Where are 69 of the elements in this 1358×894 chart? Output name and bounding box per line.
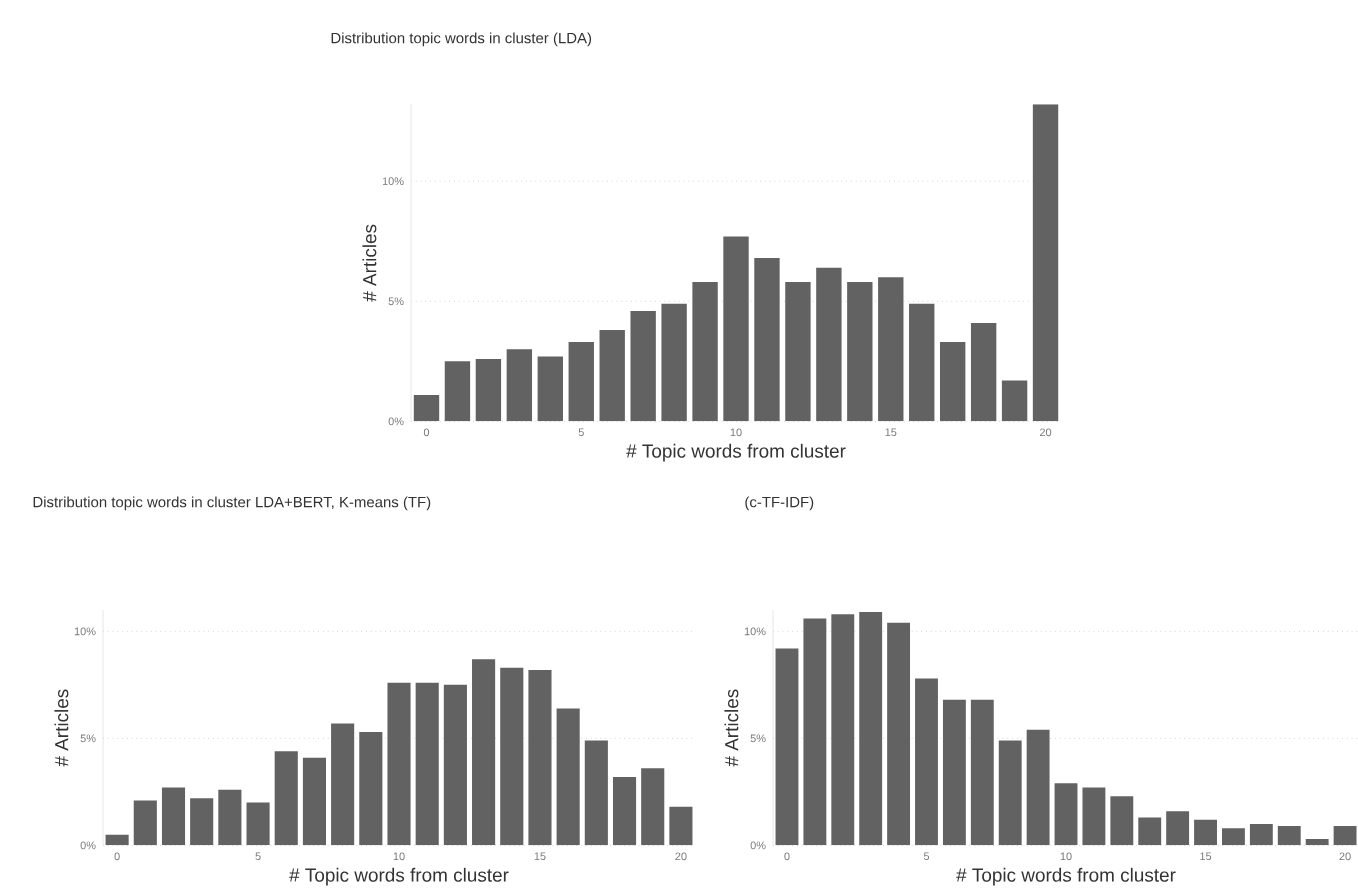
bar xyxy=(246,802,270,846)
bar xyxy=(190,798,214,846)
bar xyxy=(568,342,594,422)
bar xyxy=(528,669,552,846)
bar xyxy=(641,768,665,846)
bar xyxy=(413,394,440,422)
bar xyxy=(443,684,467,846)
bar xyxy=(1249,823,1273,846)
bar xyxy=(909,303,935,422)
x-axis-title: # Topic words from cluster xyxy=(956,867,1176,886)
bar xyxy=(1194,819,1217,846)
bar xyxy=(1333,826,1357,846)
bar xyxy=(274,751,298,846)
bar xyxy=(218,789,242,846)
bar xyxy=(359,731,383,846)
y-axis-title: # Articles xyxy=(54,689,69,767)
bar xyxy=(669,806,693,846)
x-axis-title: # Topic words from cluster xyxy=(289,867,509,886)
bar xyxy=(387,682,411,846)
bar xyxy=(803,618,827,846)
bar xyxy=(1110,796,1134,846)
bar xyxy=(630,310,656,422)
bar xyxy=(847,282,873,422)
bar xyxy=(915,678,938,846)
bar xyxy=(1032,104,1059,422)
bar xyxy=(1026,729,1050,846)
bar xyxy=(584,740,608,846)
bar xyxy=(444,361,471,422)
bar xyxy=(1054,783,1078,846)
bar xyxy=(1001,380,1028,422)
bar xyxy=(785,282,811,422)
bar xyxy=(859,612,883,846)
bar xyxy=(161,787,186,846)
bar xyxy=(1277,826,1301,846)
bar xyxy=(506,349,533,422)
bar xyxy=(831,614,855,846)
bar xyxy=(754,258,780,422)
bar xyxy=(1138,817,1162,846)
bar xyxy=(692,282,718,422)
y-axis-title: # Articles xyxy=(362,224,377,302)
bar xyxy=(970,699,994,846)
bar xyxy=(661,303,687,422)
bar xyxy=(939,342,966,422)
bar xyxy=(105,834,129,846)
bar xyxy=(331,723,355,846)
bar xyxy=(556,708,580,846)
bar xyxy=(816,267,842,422)
bar xyxy=(1222,828,1245,846)
bar xyxy=(1082,787,1106,846)
bar xyxy=(1305,838,1329,846)
bar xyxy=(970,322,997,422)
bar xyxy=(133,800,157,846)
bar xyxy=(599,330,625,422)
bar xyxy=(612,776,637,846)
bar xyxy=(302,757,326,846)
bar xyxy=(887,622,911,846)
bar xyxy=(475,358,502,422)
bar xyxy=(500,667,524,846)
bar xyxy=(723,236,749,422)
bar xyxy=(415,682,439,846)
bar xyxy=(1166,811,1190,846)
bar xyxy=(472,659,496,846)
bar xyxy=(878,277,904,422)
bar xyxy=(775,648,799,846)
bar xyxy=(998,740,1022,846)
bar xyxy=(942,699,966,846)
bar xyxy=(537,356,563,422)
y-axis-title: # Articles xyxy=(724,689,739,767)
x-axis-title: # Topic words from cluster xyxy=(626,443,846,462)
